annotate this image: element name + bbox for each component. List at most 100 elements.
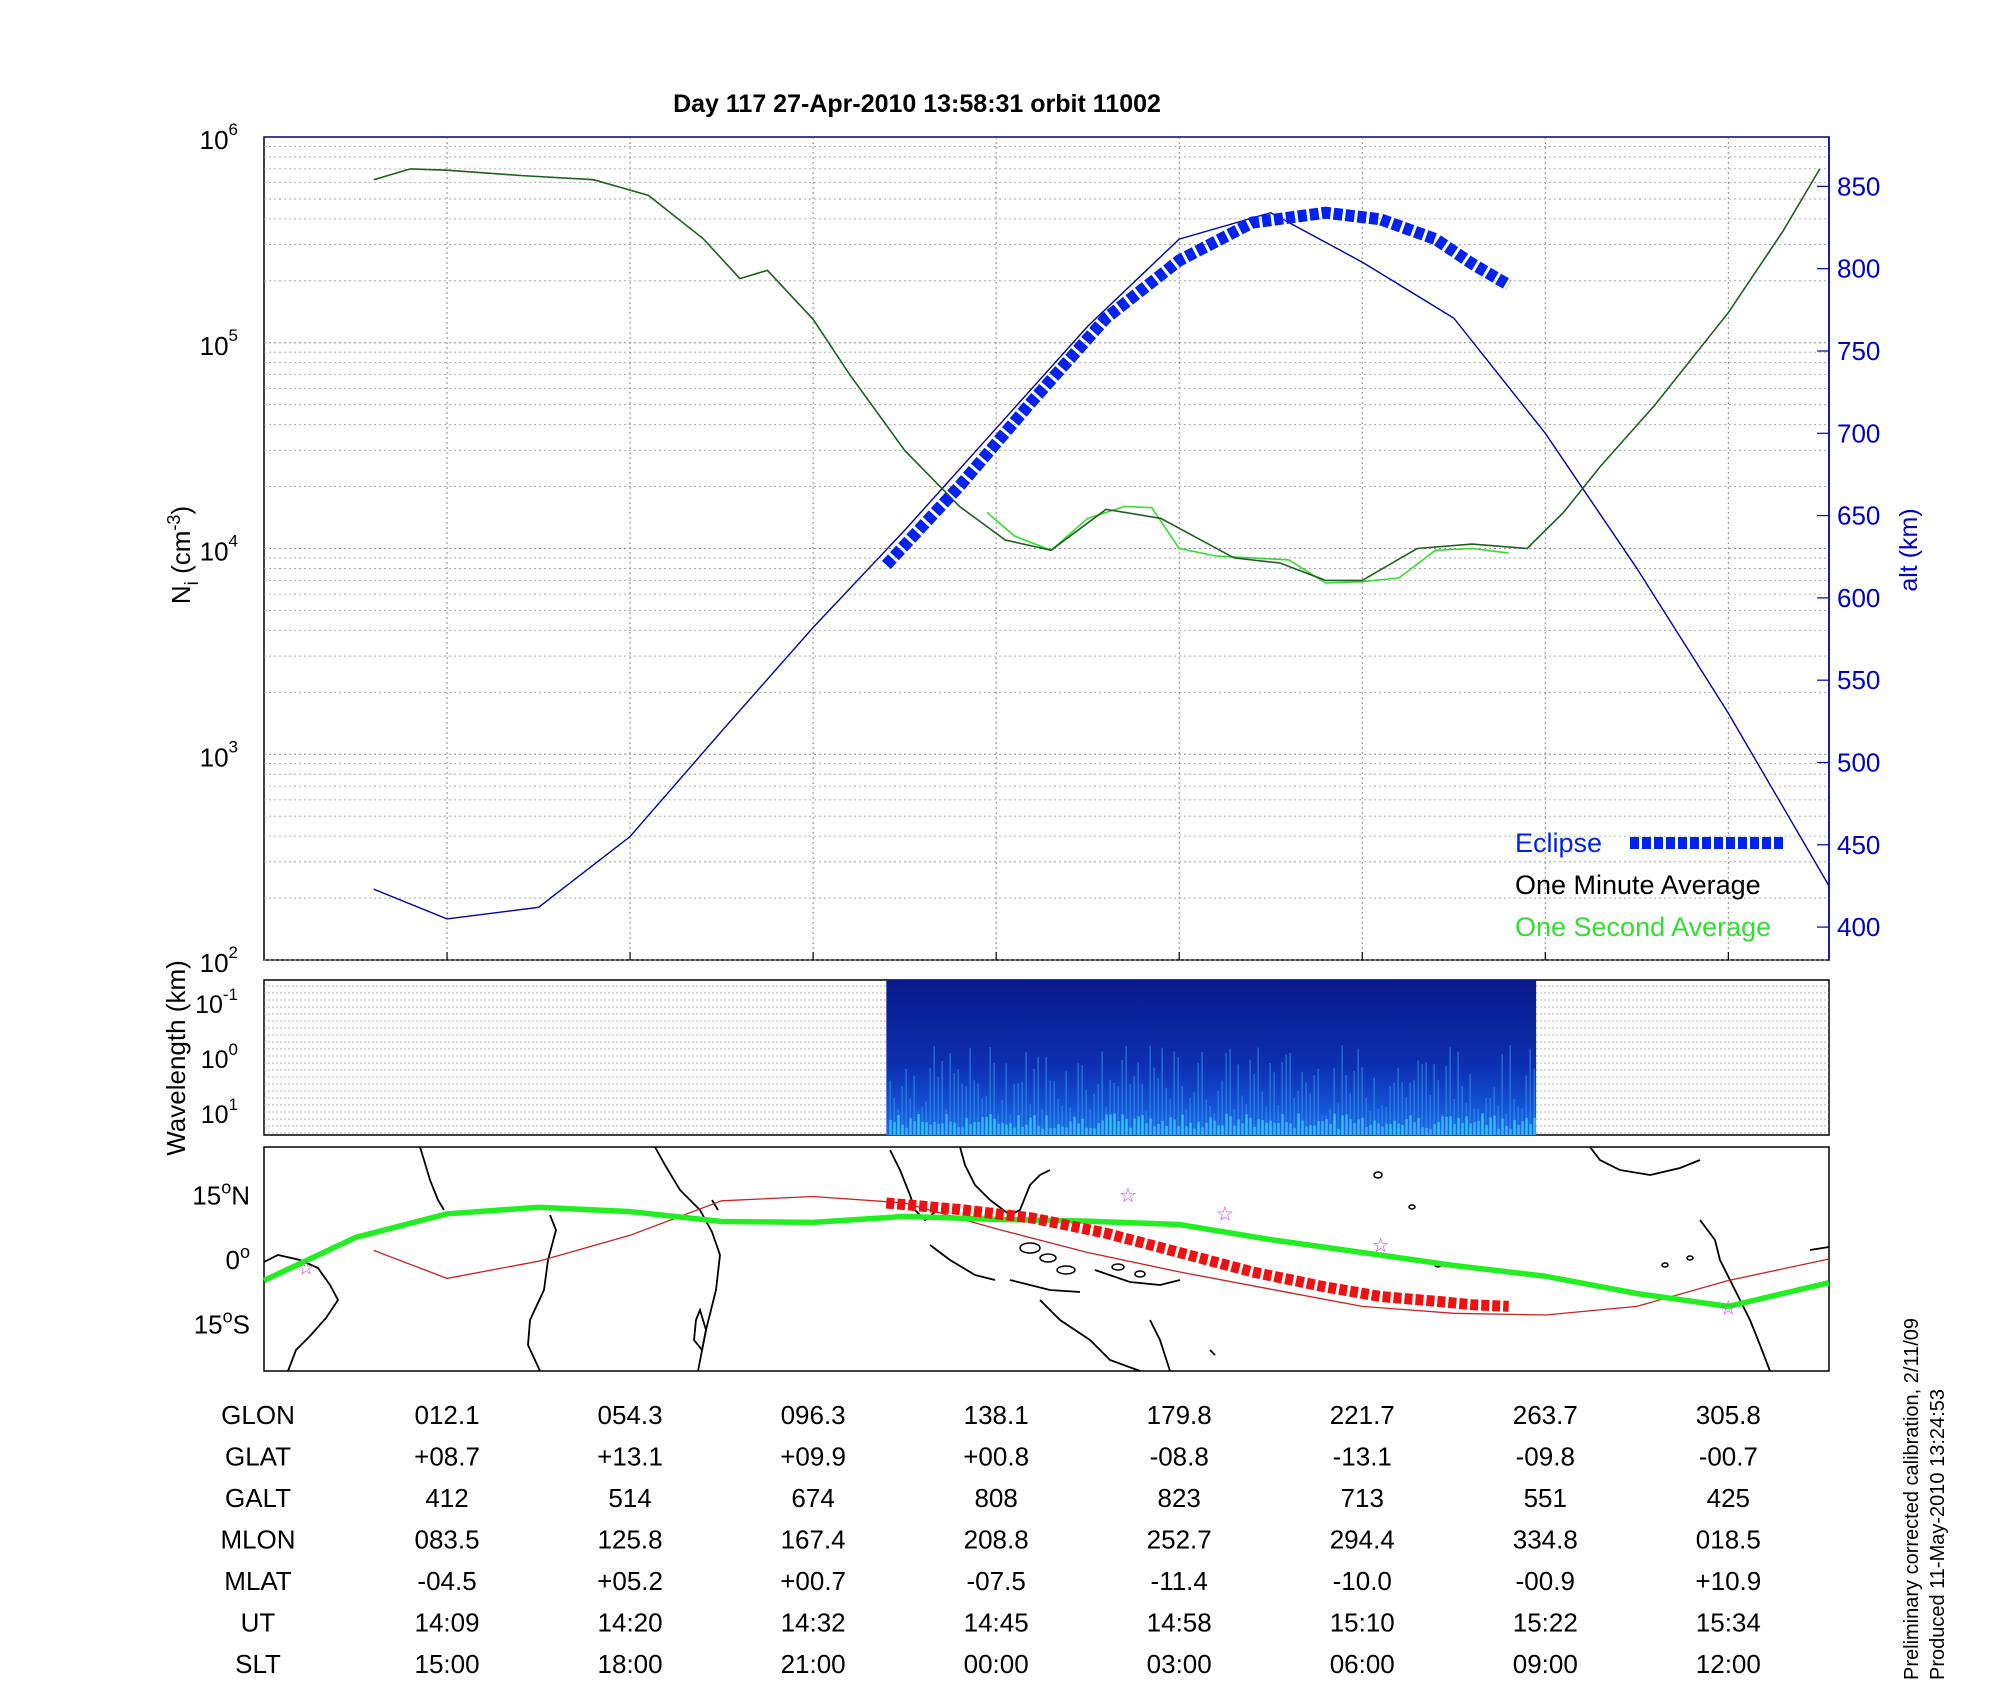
spectrogram-streak-bright	[941, 1123, 944, 1135]
spectrogram-streak	[1409, 1082, 1411, 1135]
coastline	[654, 1146, 721, 1372]
spectrogram-streak-bright	[1361, 1117, 1364, 1135]
spectrogram-streak	[1237, 1064, 1239, 1135]
spectrogram-streak	[1501, 1054, 1503, 1135]
spectrogram-streak-bright	[933, 1121, 936, 1135]
spectrogram-streak	[1201, 1051, 1203, 1135]
spectrogram-streak-bright	[1157, 1123, 1160, 1135]
spectrogram-streak	[1013, 1084, 1015, 1135]
spectrogram-streak-bright	[973, 1121, 976, 1135]
spectrogram-streak	[1385, 1107, 1387, 1135]
map-tracks: ☆ ☆ ☆ ☆ ☆	[262, 1185, 1830, 1320]
spectrogram-streak-bright	[1337, 1128, 1340, 1135]
table-cell: 412	[425, 1483, 468, 1513]
y2-tick-label: 700	[1837, 418, 1880, 448]
y-tick-base: 10	[200, 948, 229, 978]
eclipse-line	[881, 206, 1512, 570]
spectrogram-streak	[1317, 1068, 1319, 1135]
spectrogram-streak-bright	[1201, 1127, 1204, 1135]
table-cell: 674	[791, 1483, 834, 1513]
ylabel-main: N	[166, 585, 196, 604]
spectrogram-streak-bright	[1025, 1124, 1028, 1135]
spectrogram-streak-bright	[1457, 1117, 1460, 1135]
y2-tick-label: 800	[1837, 254, 1880, 284]
spectrogram-streak	[1413, 1080, 1415, 1135]
spectrogram-streak-bright	[1393, 1120, 1396, 1135]
spectrogram-streak-bright	[1117, 1121, 1120, 1135]
one-second-average-line	[986, 505, 1509, 584]
y-tick-exp: 3	[229, 737, 238, 756]
table-cell: 14:09	[415, 1608, 480, 1638]
table-cell: 14:58	[1147, 1608, 1212, 1638]
coastline	[1094, 1269, 1181, 1286]
table-cell: -08.8	[1150, 1442, 1209, 1472]
spectrogram-streak-bright	[1329, 1124, 1332, 1135]
spectrogram-streak	[1485, 1097, 1487, 1135]
table-cell: -11.4	[1151, 1566, 1208, 1596]
spectrogram-streak-bright	[953, 1122, 956, 1135]
spectrogram-streak-bright	[1049, 1128, 1052, 1135]
table-cell: 018.5	[1696, 1525, 1761, 1555]
spectrogram-streak	[1017, 1083, 1019, 1135]
spectrogram-streak	[949, 1053, 951, 1135]
spectrogram-streak-bright	[957, 1126, 960, 1135]
spectrogram-streak	[1429, 1095, 1431, 1135]
spectrogram-streak	[1301, 1072, 1303, 1135]
eclipse-track-line	[885, 1197, 1509, 1312]
coastline	[1209, 1349, 1216, 1356]
table-cell: 425	[1707, 1483, 1750, 1513]
table-cell: 14:20	[598, 1608, 663, 1638]
spectrogram-streak	[1377, 1108, 1379, 1135]
spectrogram-streak	[1097, 1084, 1099, 1135]
table-cell: 252.7	[1147, 1525, 1212, 1555]
spectrogram-streak	[1389, 1086, 1391, 1135]
y-tick-label: 102	[200, 943, 238, 978]
spectrogram-streak	[1221, 1080, 1223, 1135]
spectrogram-streak-bright	[961, 1127, 964, 1135]
spectrogram-streak	[1109, 1080, 1111, 1135]
spectrogram-streak	[1089, 1109, 1091, 1135]
spectrogram-streak-bright	[1425, 1127, 1428, 1135]
spectrogram-streak-bright	[1233, 1125, 1236, 1135]
spectrogram-streak	[1341, 1045, 1343, 1135]
spectrogram-streak	[993, 1062, 995, 1135]
island	[1056, 1265, 1076, 1275]
coastline	[1149, 1319, 1171, 1372]
island	[1019, 1242, 1041, 1254]
spectrogram-streak-bright	[1269, 1120, 1272, 1135]
spectrogram-streak-bright	[1097, 1122, 1100, 1135]
spectrogram-streak	[965, 1086, 967, 1135]
spectrogram-streak	[1069, 1107, 1071, 1135]
spectrogram-streak	[1285, 1054, 1287, 1135]
spectrogram-streak-bright	[1145, 1123, 1148, 1135]
spectrogram-streak-bright	[1173, 1119, 1176, 1135]
coastline	[1809, 1246, 1830, 1251]
legend-second-label: One Second Average	[1515, 912, 1771, 942]
spectrogram-streak	[1473, 1108, 1475, 1135]
spectrogram-streak	[1173, 1051, 1175, 1135]
spectrogram-streak	[1033, 1068, 1035, 1135]
magnetic-track-line	[373, 1195, 1830, 1316]
spectrogram-streak	[985, 1096, 987, 1135]
y2-tick-label: 850	[1837, 171, 1880, 201]
spectrogram-streak	[1257, 1047, 1259, 1135]
table-cell: 179.8	[1147, 1400, 1212, 1430]
spectrogram-streak-bright	[1241, 1123, 1244, 1135]
spectrogram-streak-bright	[1297, 1113, 1300, 1135]
spectrogram-streak-bright	[929, 1124, 932, 1135]
table-cell: 12:00	[1696, 1649, 1761, 1679]
spectrogram-streak	[1417, 1060, 1419, 1135]
star-marker: ☆	[297, 1258, 315, 1280]
spectrogram-streak	[1337, 1103, 1339, 1135]
spectrogram-streak	[1117, 1085, 1119, 1135]
table-cell: -00.7	[1699, 1442, 1758, 1472]
spectrogram-streak	[1177, 1056, 1179, 1135]
spectrogram-streak	[1265, 1106, 1267, 1135]
spectrogram-streak-bright	[1133, 1118, 1136, 1135]
altitude-line	[373, 211, 1830, 920]
y-tick-exp: 5	[229, 326, 238, 345]
spectrogram-streak	[1229, 1048, 1231, 1135]
